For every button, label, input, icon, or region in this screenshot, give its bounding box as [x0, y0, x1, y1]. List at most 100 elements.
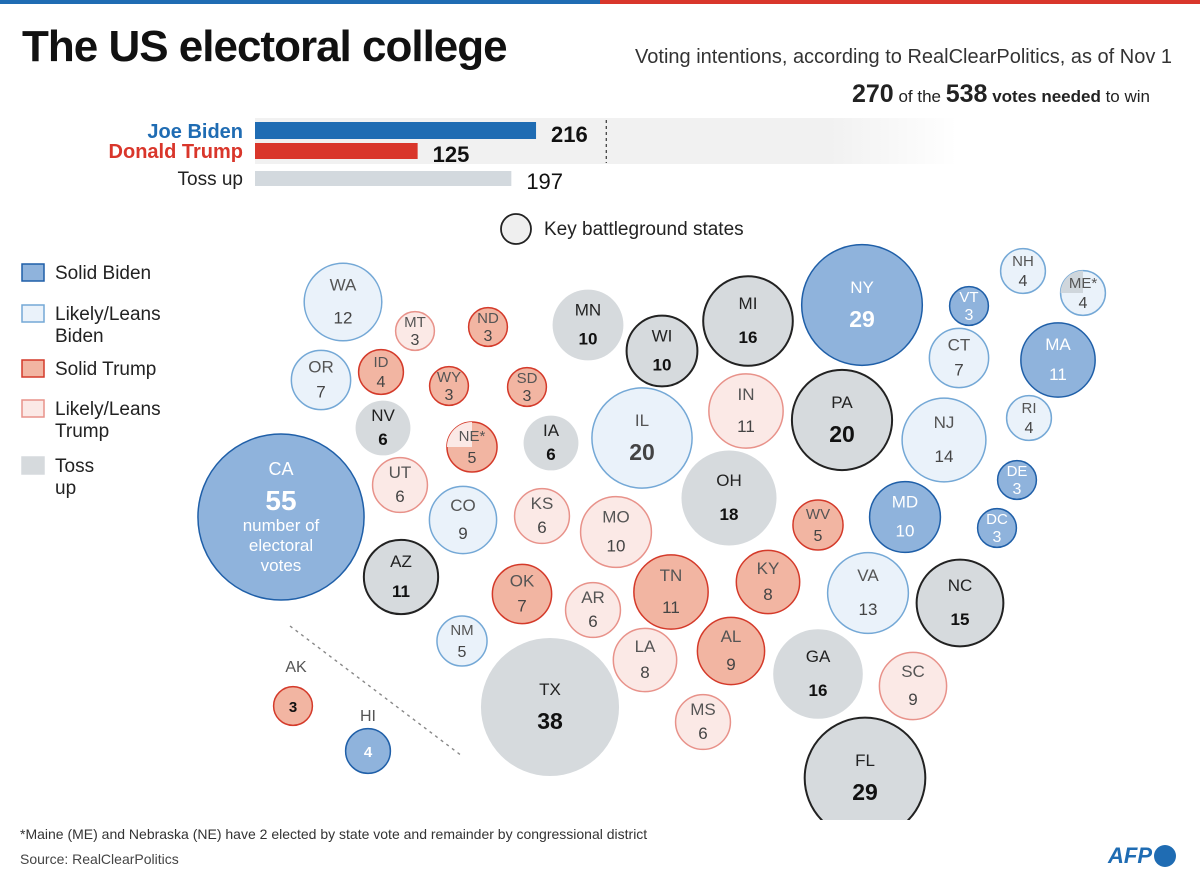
bubble-nv: [355, 400, 411, 456]
bubble-value-wa: 12: [334, 309, 353, 328]
bar-label-1: Donald Trump: [109, 141, 243, 163]
votes-needed-label: votes needed: [992, 87, 1101, 106]
bar-label-2: Toss up: [178, 169, 243, 190]
bubble-ny: [800, 243, 924, 367]
bubble-value-fl: 29: [852, 779, 878, 805]
bubble-value-ks: 6: [537, 518, 546, 537]
bubble-il: [591, 387, 693, 489]
bubble-value-ma: 11: [1049, 365, 1067, 384]
bubble-ma: [1020, 322, 1096, 398]
bubble-va: [826, 551, 910, 635]
bar-donald-trump: [255, 143, 418, 159]
bubble-name-ct: CT: [948, 336, 971, 355]
bubble-name-wy: WY: [437, 369, 461, 386]
legend-label-likely_trump-1: Trump: [55, 421, 109, 442]
bubble-nd: [467, 306, 509, 348]
bubble-ri: [1005, 394, 1053, 442]
votes-total-number: 538: [945, 80, 988, 108]
bubble-wa: [303, 262, 383, 342]
bubble-name-nd: ND: [477, 310, 499, 327]
bubble-name-mo: MO: [602, 508, 629, 527]
bubble-value-ms: 6: [698, 724, 707, 743]
legend-swatch-likely_biden: [21, 304, 45, 323]
bubble-value-or: 7: [316, 382, 325, 401]
afp-logo: AFP: [1108, 843, 1176, 869]
bubble-value-ct: 7: [954, 360, 963, 379]
afp-logo-dot: [1154, 845, 1176, 867]
bubble-name-tx: TX: [539, 680, 561, 699]
bubble-name-ar: AR: [581, 588, 605, 607]
bar-value-2: 197: [526, 169, 563, 194]
legend-battleground-circle: [500, 213, 532, 245]
bubble-oh: [681, 450, 777, 546]
bubble-value-ak: 3: [289, 699, 297, 716]
bubble-name-fl: FL: [855, 751, 875, 770]
bubble-value-dc: 3: [993, 529, 1002, 546]
bubble-value-pa: 20: [829, 421, 855, 447]
bubble-mo: [579, 495, 653, 569]
bubble-name-la: LA: [635, 637, 656, 656]
bar-label-0: Joe Biden: [147, 121, 243, 143]
hi-label: HI: [360, 708, 376, 725]
bubble-or: [290, 349, 352, 411]
bubble-value-tx: 38: [537, 708, 563, 734]
bubble-name-sc: SC: [901, 662, 925, 681]
bubble-name-mi: MI: [739, 294, 758, 313]
legend-label-tossup-1: up: [55, 478, 76, 499]
bubble-value-sd: 3: [523, 388, 532, 405]
bar-toss-up: [255, 171, 512, 186]
bubble-mt: [394, 310, 436, 352]
bubble-name-tn: TN: [660, 566, 683, 585]
source-note: Source: RealClearPolitics: [20, 851, 179, 867]
bubble-name-de: DE: [1007, 463, 1028, 480]
bubble-name-wa: WA: [330, 275, 357, 294]
bubble-name-nc: NC: [948, 576, 973, 595]
bubble-name-ny: NY: [850, 278, 874, 297]
bubble-name-ne: NE*: [459, 428, 486, 445]
bubble-value-nm: 5: [458, 644, 467, 661]
bubble-ms: [674, 693, 732, 751]
bubble-nc: [915, 558, 1005, 648]
bubble-name-md: MD: [892, 493, 918, 512]
votes-needed-line: 270 of the 538 votes needed to win: [852, 80, 1150, 109]
bubble-ga: [773, 629, 863, 719]
bubble-value-de: 3: [1013, 481, 1022, 498]
bubble-nh: [999, 247, 1047, 295]
bubble-name-id: ID: [374, 354, 389, 371]
bubble-value-co: 9: [458, 524, 467, 543]
votes-needed-of-the: of the: [898, 87, 941, 106]
legend-swatch-tossup: [21, 456, 45, 475]
legend-label-likely_trump-0: Likely/Leans: [55, 399, 161, 420]
bubble-value-ny: 29: [849, 306, 875, 332]
bubble-value-vt: 3: [965, 307, 974, 324]
bubble-name-dc: DC: [986, 511, 1008, 528]
bubble-name-nm: NM: [450, 622, 473, 639]
footnote: *Maine (ME) and Nebraska (NE) have 2 ele…: [20, 826, 648, 842]
bubble-name-ca: CA: [268, 459, 293, 479]
top-stripe-red: [600, 0, 1200, 4]
bubble-value-nh: 4: [1019, 273, 1028, 290]
bubble-la: [612, 627, 678, 693]
bubble-name-wi: WI: [652, 327, 673, 346]
bubble-name-in: IN: [738, 385, 755, 404]
bubble-wv: [792, 499, 844, 551]
legend-label-likely_biden-1: Biden: [55, 326, 104, 347]
bubble-name-ky: KY: [757, 559, 780, 578]
votes-needed-to-win: to win: [1105, 87, 1150, 106]
bubble-name-mn: MN: [575, 301, 601, 320]
afp-logo-text: AFP: [1108, 843, 1152, 868]
bubble-sc: [878, 651, 948, 721]
bubble-wi: [625, 314, 699, 388]
bubble-pa: [790, 368, 894, 472]
bubble-name-mt: MT: [404, 314, 426, 331]
bubble-value-al: 9: [726, 655, 735, 674]
bubble-value-az: 11: [392, 582, 410, 601]
bubble-value-md: 10: [896, 521, 915, 540]
bubble-name-ok: OK: [510, 572, 535, 591]
bubble-value-wy: 3: [445, 387, 454, 404]
bubble-value-nd: 3: [484, 328, 493, 345]
subtitle: Voting intentions, according to RealClea…: [635, 46, 1172, 68]
bar-joe-biden: [255, 122, 537, 139]
legend-swatch-solid_trump: [21, 359, 45, 378]
